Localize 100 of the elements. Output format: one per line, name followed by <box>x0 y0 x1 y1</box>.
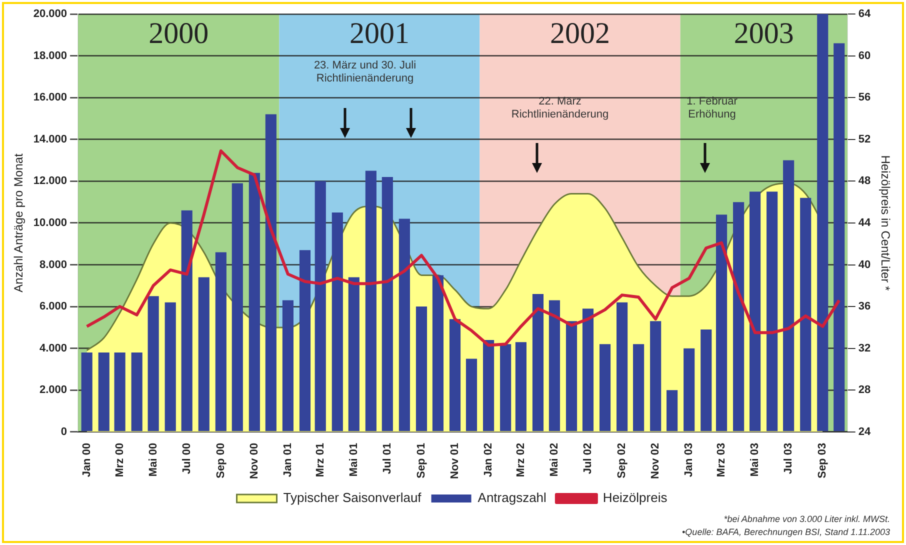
bar <box>164 302 176 432</box>
y-tick-label: 8.000 <box>40 258 68 271</box>
annotation: 1. Februar Erhöhung <box>686 96 738 121</box>
bar <box>114 352 126 432</box>
bar <box>181 210 192 432</box>
legend-label: Antragszahl <box>478 490 547 506</box>
bar <box>131 352 142 432</box>
band-label: 2000 <box>148 16 209 50</box>
bar <box>332 212 343 432</box>
x-tick-label: Sep 01 <box>416 442 428 478</box>
y2-tick-label: 60 <box>858 50 871 62</box>
y2-tick-label: 48 <box>858 175 871 188</box>
bar <box>633 344 644 432</box>
x-tick-label: Mai 02 <box>548 442 561 477</box>
y2-tick-label: 40 <box>858 258 871 271</box>
bar <box>416 306 428 432</box>
bar <box>299 250 311 432</box>
band-label: 2002 <box>550 16 610 50</box>
band-label: 2003 <box>734 16 794 50</box>
bar <box>500 344 512 432</box>
bar <box>382 176 393 432</box>
bar <box>834 43 845 432</box>
x-tick-label: Mrz 02 <box>514 442 527 478</box>
bar <box>432 275 444 432</box>
y-tick-label: 4.000 <box>40 342 68 354</box>
x-tick-label: Jan 01 <box>282 442 294 478</box>
bar <box>248 172 260 432</box>
y-tick-label: 6.000 <box>40 300 68 313</box>
bar <box>783 160 794 432</box>
bar <box>750 192 761 432</box>
bar <box>282 300 294 432</box>
band-label: 2001 <box>349 16 410 50</box>
x-tick-label: Mai 03 <box>749 442 762 477</box>
bar <box>532 294 544 432</box>
x-tick-label: Jul 02 <box>582 442 594 474</box>
text: •Quelle: BAFA, Berechnungen BSI, Stand 1.11.2003 <box>682 527 890 537</box>
bar <box>449 319 461 432</box>
bar <box>582 308 594 432</box>
bar <box>700 330 712 432</box>
bar <box>684 348 695 432</box>
x-tick-label: Sep 00 <box>214 442 227 478</box>
bar <box>198 277 210 432</box>
bar <box>599 344 611 432</box>
x-tick-label: Jan 00 <box>80 442 93 478</box>
bar <box>566 321 578 432</box>
y-tick-label: 14.000 <box>33 133 68 146</box>
bar <box>733 202 744 432</box>
y2-tick-label: 32 <box>858 342 871 354</box>
bar <box>766 192 778 432</box>
bar <box>482 340 494 432</box>
y2-tick-label: 52 <box>858 133 871 146</box>
y-tick-label: 16.000 <box>33 92 68 104</box>
y-tick-label: 2.000 <box>40 384 68 396</box>
bar <box>148 296 159 432</box>
bar <box>314 181 326 432</box>
y-tick-label: 18.000 <box>33 50 68 62</box>
bar <box>817 14 828 432</box>
text: *bei Abnahme von 3.000 Liter inkl. MWSt. <box>724 514 890 524</box>
x-tick-label: Mrz 00 <box>114 442 126 478</box>
bar <box>365 170 376 432</box>
x-tick-label: Jul 03 <box>782 442 795 474</box>
bar <box>348 277 360 432</box>
y-tick-label: 20.000 <box>33 8 68 20</box>
y2-tick-label: 56 <box>858 92 871 104</box>
y2-axis-title: Heizölpreis in Cent/Liter * <box>878 155 892 291</box>
y-axis-title: Anzahl Anträge pro Monat <box>12 152 26 292</box>
x-tick-label: Sep 02 <box>616 442 628 478</box>
x-tick-label: Mai 01 <box>348 442 360 477</box>
x-tick-label: Jul 00 <box>180 442 193 474</box>
y2-tick-label: 24 <box>858 426 872 438</box>
x-tick-label: Sep 03 <box>816 442 829 478</box>
legend-label: Heizölpreis <box>602 490 668 506</box>
annotation: 22. März Richtlinienänderung <box>511 96 609 121</box>
x-tick-label: Nov 00 <box>248 442 260 480</box>
bar <box>466 358 478 432</box>
y2-tick-label: 64 <box>858 8 872 20</box>
bar <box>716 214 728 432</box>
annotation: 23. März und 30. Juli Richtlinienänderung <box>314 60 416 85</box>
bar <box>800 198 812 432</box>
x-tick-label: Jan 02 <box>482 442 495 478</box>
bar <box>232 183 243 432</box>
y2-tick-label: 36 <box>858 300 871 313</box>
bar <box>650 321 662 432</box>
bar <box>666 390 678 432</box>
x-tick-label: Mrz 01 <box>314 442 326 478</box>
x-tick-label: Jul 01 <box>381 442 394 474</box>
x-tick-label: Nov 01 <box>449 442 462 480</box>
y-tick-label: 10.000 <box>33 216 68 229</box>
bar <box>265 114 276 432</box>
bar <box>398 218 410 432</box>
bar <box>98 352 110 432</box>
y-tick-label: 12.000 <box>33 175 68 188</box>
bar <box>548 300 560 432</box>
x-tick-label: Mai 00 <box>147 442 160 477</box>
bar <box>515 342 526 432</box>
x-tick-label: Mrz 03 <box>716 442 728 478</box>
y2-tick-label: 44 <box>858 216 872 229</box>
x-tick-label: Jan 03 <box>683 442 696 478</box>
bar <box>215 252 226 432</box>
legend-label: Typischer Saisonverlauf <box>283 490 422 506</box>
